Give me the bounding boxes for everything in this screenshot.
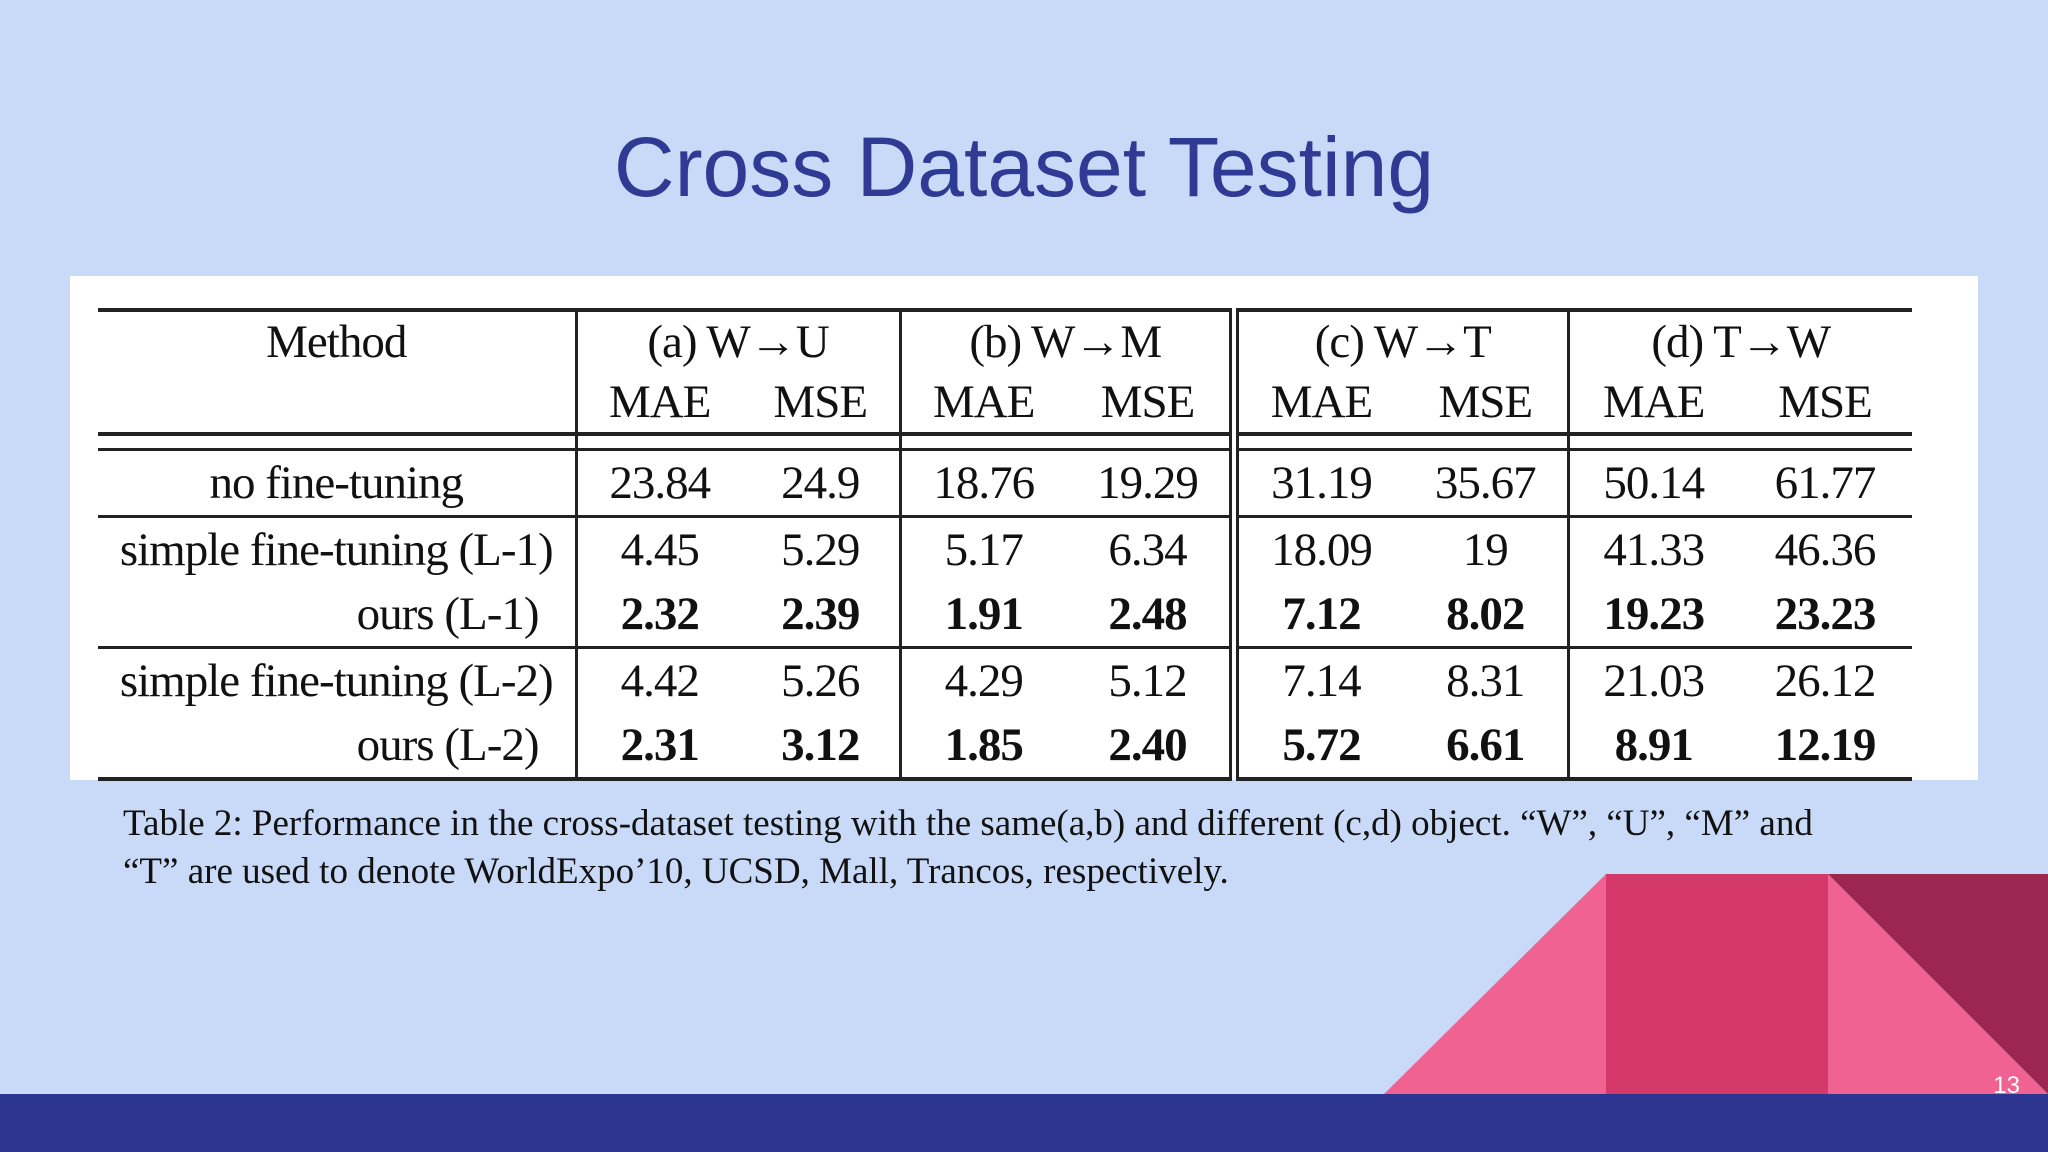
- cell-value-best: 7.12: [1229, 582, 1405, 649]
- metric-header: MAE: [1566, 372, 1739, 436]
- cell-value: 26.12: [1774, 655, 1877, 707]
- row-method: simple fine-tuning (L-2): [119, 655, 554, 707]
- cell-value: 35.67: [1404, 449, 1569, 518]
- table-image-panel: Method (a) W→U (b) W→M (c) W→T (d) T→W M…: [70, 276, 1978, 781]
- cell-value: 5.29: [781, 524, 860, 576]
- cell-value-best: 3.12: [742, 713, 900, 781]
- cell-value: 18.09: [1229, 516, 1405, 582]
- slide-title: Cross Dataset Testing: [613, 120, 1435, 214]
- metric-header: MSE: [742, 372, 900, 436]
- metric-header: MAE: [898, 372, 1066, 436]
- caption-line-2: “T” are used to denote WorldExpo’10, UCS…: [123, 851, 1229, 892]
- row-method: ours (L-2): [98, 713, 576, 781]
- cell-value: 7.14: [1229, 647, 1405, 713]
- row-method: no fine-tuning: [98, 449, 576, 518]
- results-table: Method (a) W→U (b) W→M (c) W→T (d) T→W M…: [98, 308, 1913, 781]
- cell-value-best: 19.23: [1566, 582, 1739, 649]
- cell-value: 24.9: [742, 449, 900, 518]
- cell-value-best: 2.32: [574, 582, 742, 649]
- cell-value: 5.26: [781, 655, 860, 707]
- table-row: simple fine-tuning (L-2) 4.42 5.26 4.29 …: [98, 647, 1912, 713]
- cell-value: 19: [1462, 524, 1509, 576]
- cell-value: 4.29: [898, 647, 1066, 713]
- cell-value-best: 2.40: [1066, 713, 1235, 781]
- metric-header: MSE: [1404, 372, 1569, 436]
- cell-value-best: 6.61: [1404, 713, 1569, 781]
- table-row: simple fine-tuning (L-1) 4.45 5.29 5.17 …: [98, 516, 1912, 582]
- metric-header: MAE: [1229, 372, 1405, 436]
- bottom-bar: [0, 1094, 2048, 1152]
- group-header-c: (c) W→T: [1229, 308, 1569, 372]
- table-row: ours (L-2) 2.31 3.12 1.85 2.40 5.72 6.61…: [98, 713, 1913, 781]
- cell-value-best: 2.31: [574, 713, 742, 781]
- method-header-blank: [98, 372, 576, 436]
- group-header-d: (d) T→W: [1566, 308, 1913, 372]
- cell-value: 19.29: [1066, 449, 1235, 518]
- cell-value-best: 8.02: [1404, 582, 1569, 649]
- metric-header: MSE: [1066, 372, 1235, 436]
- cell-value: 46.36: [1774, 524, 1877, 576]
- cell-value: 61.77: [1738, 449, 1913, 518]
- pink-triangle-left: [1384, 874, 1606, 1094]
- cell-value: 5.12: [1108, 655, 1187, 707]
- table-row: no fine-tuning 23.84 24.9 18.76 19.29 31…: [98, 449, 1913, 518]
- caption-line-1: Table 2: Performance in the cross-datase…: [123, 803, 1813, 844]
- page-number: 13: [1993, 1072, 2020, 1099]
- cell-value-best: 8.91: [1566, 713, 1739, 781]
- cell-value: 23.84: [574, 449, 742, 518]
- cell-value-best: 12.19: [1738, 713, 1913, 781]
- cell-value-best: 2.39: [742, 582, 900, 649]
- row-method: simple fine-tuning (L-1): [119, 524, 554, 576]
- row-method: ours (L-1): [98, 582, 576, 649]
- metric-header-row: MAE MSE MAE MSE MAE MSE MAE MSE: [98, 372, 1913, 436]
- table-header-row: Method (a) W→U (b) W→M (c) W→T (d) T→W: [98, 308, 1913, 372]
- header-gap-row: [98, 434, 1913, 451]
- cell-value-best: 1.91: [898, 582, 1066, 649]
- metric-header: MAE: [574, 372, 742, 436]
- maroon-triangle: [1828, 874, 2048, 1094]
- cell-value-best: 23.23: [1738, 582, 1913, 649]
- cell-value: 31.19: [1229, 449, 1405, 518]
- cell-value: 18.76: [898, 449, 1066, 518]
- cell-value: 21.03: [1566, 647, 1739, 713]
- cell-value: 50.14: [1566, 449, 1739, 518]
- cell-value: 6.34: [1108, 524, 1187, 576]
- cell-value: 4.42: [574, 647, 742, 713]
- cell-value-best: 5.72: [1229, 713, 1405, 781]
- table-caption: Table 2: Performance in the cross-datase…: [123, 800, 1953, 896]
- cell-value-best: 2.48: [1066, 582, 1235, 649]
- cell-value: 8.31: [1446, 655, 1525, 707]
- cell-value-best: 1.85: [898, 713, 1066, 781]
- metric-header: MSE: [1738, 372, 1913, 436]
- cell-value: 4.45: [574, 516, 742, 582]
- cell-value: 41.33: [1566, 516, 1739, 582]
- group-header-a: (a) W→U: [574, 308, 900, 372]
- pink-block-middle: [1606, 874, 1828, 1094]
- method-header: Method: [98, 308, 576, 372]
- cell-value: 5.17: [898, 516, 1066, 582]
- group-header-b: (b) W→M: [898, 308, 1235, 372]
- table-row: ours (L-1) 2.32 2.39 1.91 2.48 7.12 8.02…: [98, 582, 1913, 649]
